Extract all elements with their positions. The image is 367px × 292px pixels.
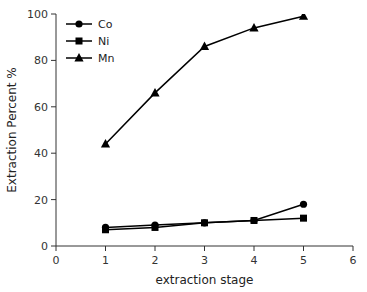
point-marker (200, 41, 209, 50)
y-tick-label: 0 (41, 240, 48, 253)
y-tick-label: 40 (34, 147, 48, 160)
point-marker (300, 215, 307, 222)
y-axis-label: Extraction Percent % (5, 67, 19, 192)
x-tick-label: 6 (350, 254, 357, 267)
x-tick-label: 5 (300, 254, 307, 267)
y-axis-line (56, 14, 57, 246)
x-tick (56, 246, 57, 251)
x-tick (155, 246, 156, 251)
legend-label: Ni (98, 35, 109, 48)
y-tick (51, 199, 56, 200)
point-marker (251, 217, 258, 224)
x-tick-label: 0 (53, 254, 60, 267)
x-tick (353, 246, 354, 251)
point-marker (201, 219, 208, 226)
point-marker (102, 226, 109, 233)
point-marker (299, 14, 308, 20)
point-marker (201, 219, 208, 226)
x-tick (254, 246, 255, 251)
y-tick-label: 100 (27, 8, 48, 21)
y-tick (51, 246, 56, 247)
legend-label: Co (98, 18, 113, 31)
x-tick-label: 2 (152, 254, 159, 267)
legend-marker (76, 38, 83, 45)
y-tick-label: 20 (34, 194, 48, 207)
legend-label: Mn (98, 52, 114, 65)
chart: 0123456020406080100extraction stageExtra… (0, 0, 367, 292)
point-marker (150, 88, 159, 97)
series-line (106, 218, 304, 230)
y-tick (51, 60, 56, 61)
y-tick (51, 14, 56, 15)
y-tick-label: 80 (34, 54, 48, 67)
x-tick-label: 3 (201, 254, 208, 267)
series-line (106, 204, 304, 227)
y-tick (51, 153, 56, 154)
legend-marker (75, 20, 82, 27)
y-tick-label: 60 (34, 101, 48, 114)
x-tick-label: 4 (251, 254, 258, 267)
point-marker (101, 139, 110, 148)
point-marker (250, 217, 257, 224)
x-tick (105, 246, 106, 251)
x-tick (204, 246, 205, 251)
series-line (106, 16, 304, 144)
x-axis-label: extraction stage (156, 273, 254, 287)
x-tick-label: 1 (102, 254, 109, 267)
plot-area (101, 14, 308, 233)
point-marker (152, 224, 159, 231)
y-tick (51, 106, 56, 107)
point-marker (300, 201, 307, 208)
point-marker (249, 23, 258, 32)
legend: Co Ni Mn (66, 18, 114, 65)
legend-marker (74, 53, 83, 62)
x-tick (303, 246, 304, 251)
